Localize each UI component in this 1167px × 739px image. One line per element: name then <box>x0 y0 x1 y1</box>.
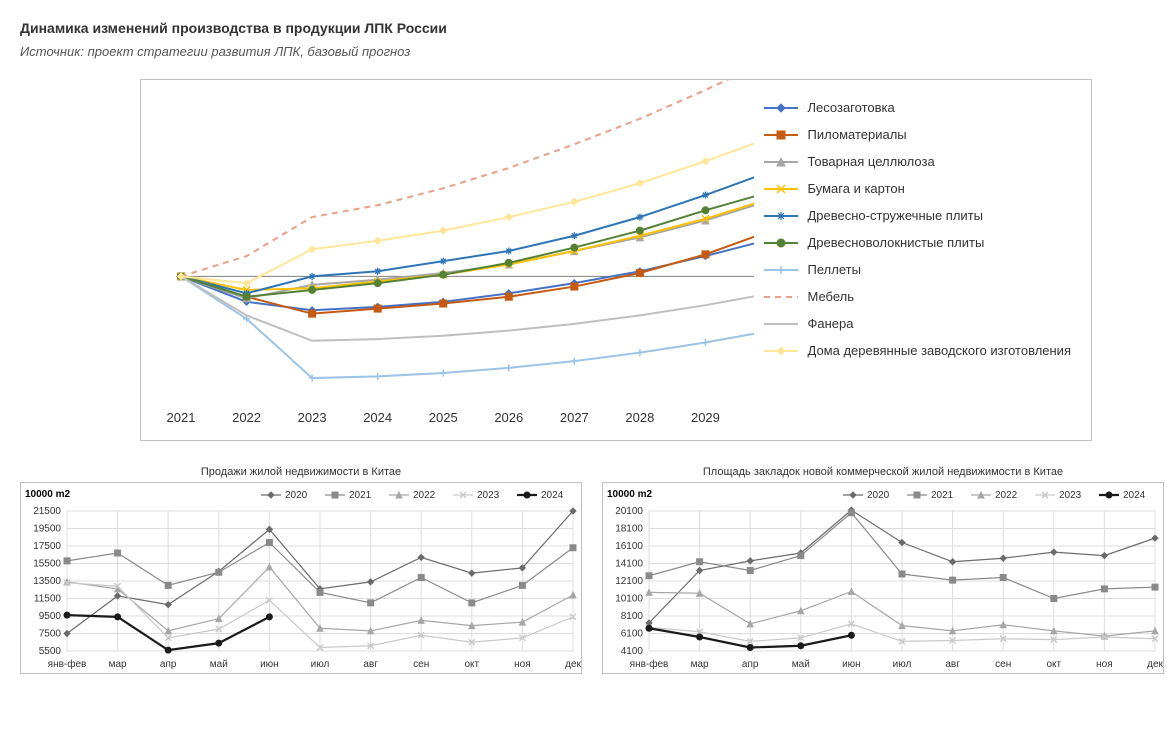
svg-text:21500: 21500 <box>33 506 61 517</box>
svg-text:2028: 2028 <box>625 410 654 425</box>
legend-item: Товарная целлюлоза <box>764 154 1072 169</box>
top-chart: 2021202220232024202520262027202820292030 <box>141 80 754 440</box>
svg-text:20100: 20100 <box>615 506 643 517</box>
svg-text:сен: сен <box>995 659 1011 670</box>
svg-text:июл: июл <box>893 659 912 670</box>
svg-text:2021: 2021 <box>931 490 954 501</box>
svg-text:2022: 2022 <box>413 490 436 501</box>
svg-text:авг: авг <box>945 659 960 670</box>
svg-text:2024: 2024 <box>1123 490 1146 501</box>
legend-label: Дома деревянные заводского изготовления <box>808 343 1072 358</box>
svg-text:2026: 2026 <box>494 410 523 425</box>
svg-text:2021: 2021 <box>349 490 372 501</box>
svg-text:дек: дек <box>1147 659 1163 670</box>
svg-text:10000 m2: 10000 m2 <box>607 489 652 500</box>
svg-text:10000 m2: 10000 m2 <box>25 489 70 500</box>
svg-text:дек: дек <box>565 659 581 670</box>
svg-text:17500: 17500 <box>33 541 61 552</box>
svg-text:янв-фев: янв-фев <box>630 658 669 670</box>
svg-text:авг: авг <box>363 659 378 670</box>
svg-text:2023: 2023 <box>1059 490 1082 501</box>
svg-text:10100: 10100 <box>615 594 643 605</box>
svg-text:май: май <box>792 659 810 670</box>
legend-label: Фанера <box>808 316 854 331</box>
svg-text:2023: 2023 <box>298 410 327 425</box>
svg-text:июн: июн <box>260 659 279 670</box>
svg-text:6100: 6100 <box>621 629 644 640</box>
svg-text:11500: 11500 <box>34 594 62 605</box>
bottom-left-wrap: Продажи жилой недвижимости в Китае 10000… <box>20 466 582 674</box>
svg-text:13500: 13500 <box>33 576 61 587</box>
bottom-left-chart: 10000 m2 5500 7500 9500 11500 13500 15500 17500… <box>20 482 582 674</box>
main-title: Динамика изменений производства в продук… <box>20 20 1147 36</box>
legend-label: Древесно-стружечные плиты <box>808 208 984 223</box>
bottom-right-wrap: Площадь закладок новой коммерческой жило… <box>602 466 1164 674</box>
svg-text:2027: 2027 <box>560 410 589 425</box>
svg-text:янв-фев: янв-фев <box>48 658 87 670</box>
svg-text:2022: 2022 <box>995 490 1018 501</box>
svg-text:18100: 18100 <box>615 524 643 535</box>
legend-label: Пиломатериалы <box>808 127 907 142</box>
svg-text:2024: 2024 <box>541 490 564 501</box>
bottom-right-chart: 10000 m2 4100 6100 8100 10100 12100 14100 16100… <box>602 482 1164 674</box>
legend-item: Дома деревянные заводского изготовления <box>764 343 1072 358</box>
legend-label: Мебель <box>808 289 855 304</box>
svg-text:2021: 2021 <box>167 410 196 425</box>
svg-text:2024: 2024 <box>363 410 392 425</box>
svg-text:окт: окт <box>464 659 479 670</box>
svg-text:мар: мар <box>109 659 127 670</box>
subtitle: Источник: проект стратегии развития ЛПК,… <box>20 44 1147 59</box>
svg-text:19500: 19500 <box>33 524 61 535</box>
svg-text:14100: 14100 <box>615 559 643 570</box>
svg-text:8100: 8100 <box>621 611 644 622</box>
svg-text:апр: апр <box>160 659 177 670</box>
svg-text:5500: 5500 <box>39 646 62 657</box>
top-chart-legend: Лесозаготовка Пиломатериалы Товарная целлю… <box>754 80 1092 440</box>
svg-text:12100: 12100 <box>615 576 643 587</box>
legend-label: Древесноволокнистые плиты <box>808 235 985 250</box>
legend-label: Лесозаготовка <box>808 100 895 115</box>
svg-text:май: май <box>210 659 228 670</box>
top-chart-container: 2021202220232024202520262027202820292030… <box>140 79 1092 441</box>
legend-item: Пиломатериалы <box>764 127 1072 142</box>
bottom-charts-row: Продажи жилой недвижимости в Китае 10000… <box>20 466 1160 674</box>
svg-text:9500: 9500 <box>39 611 62 622</box>
svg-text:2029: 2029 <box>691 410 720 425</box>
svg-text:15500: 15500 <box>33 559 61 570</box>
legend-label: Пеллеты <box>808 262 861 277</box>
svg-text:ноя: ноя <box>1096 659 1113 670</box>
legend-item: Древесноволокнистые плиты <box>764 235 1072 250</box>
svg-text:7500: 7500 <box>39 629 62 640</box>
legend-item: Бумага и картон <box>764 181 1072 196</box>
svg-text:июл: июл <box>311 659 330 670</box>
svg-text:2023: 2023 <box>477 490 500 501</box>
svg-text:2020: 2020 <box>867 490 890 501</box>
legend-label: Товарная целлюлоза <box>808 154 935 169</box>
legend-item: Лесозаготовка <box>764 100 1072 115</box>
svg-text:ноя: ноя <box>514 659 531 670</box>
svg-text:апр: апр <box>742 659 759 670</box>
svg-text:июн: июн <box>842 659 861 670</box>
svg-text:16100: 16100 <box>615 541 643 552</box>
legend-label: Бумага и картон <box>808 181 905 196</box>
svg-text:2022: 2022 <box>232 410 261 425</box>
svg-text:4100: 4100 <box>621 646 644 657</box>
svg-text:мар: мар <box>691 659 709 670</box>
legend-item: Мебель <box>764 289 1072 304</box>
legend-item: Фанера <box>764 316 1072 331</box>
svg-text:сен: сен <box>413 659 429 670</box>
bottom-left-title: Продажи жилой недвижимости в Китае <box>20 466 582 478</box>
svg-text:2025: 2025 <box>429 410 458 425</box>
legend-item: Пеллеты <box>764 262 1072 277</box>
legend-item: Древесно-стружечные плиты <box>764 208 1072 223</box>
svg-text:окт: окт <box>1046 659 1061 670</box>
svg-text:2020: 2020 <box>285 490 308 501</box>
bottom-right-title: Площадь закладок новой коммерческой жило… <box>602 466 1164 478</box>
